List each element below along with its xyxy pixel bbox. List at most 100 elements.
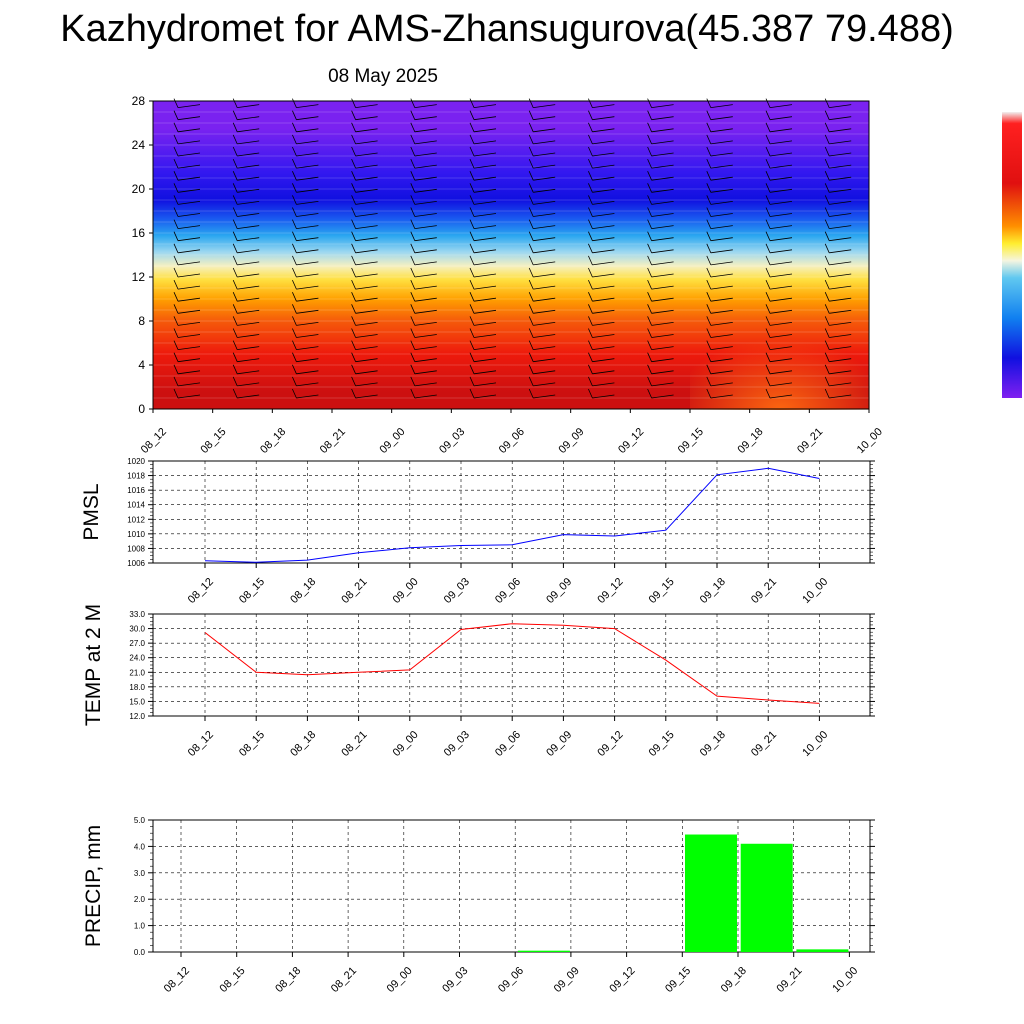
wind-barb bbox=[706, 328, 733, 338]
wind-barb bbox=[292, 292, 319, 302]
wind-barb bbox=[588, 134, 615, 145]
wind-barb bbox=[588, 122, 615, 133]
wind-barb bbox=[824, 207, 852, 217]
wind-barb bbox=[647, 207, 674, 217]
wind-barb bbox=[528, 255, 556, 266]
pmsl-panel-ytick-label: 1020 bbox=[127, 457, 145, 466]
wind-barb bbox=[469, 134, 497, 145]
wind-barb bbox=[292, 388, 319, 399]
wind-barb bbox=[647, 352, 674, 363]
wind-barb bbox=[824, 267, 852, 278]
precip-panel-bar bbox=[796, 949, 849, 952]
heatmap-ytick-label: 24 bbox=[132, 138, 146, 152]
wind-barb bbox=[706, 388, 733, 399]
wind-barb bbox=[706, 316, 733, 326]
wind-barb bbox=[528, 243, 556, 254]
wind-barb bbox=[232, 388, 260, 399]
wind-barb bbox=[410, 255, 437, 266]
wind-barb bbox=[469, 110, 497, 121]
heatmap-xtick-label: 09_09 bbox=[556, 426, 586, 456]
wind-barb bbox=[351, 243, 378, 254]
precip-panel-xtick-label: 09_15 bbox=[663, 965, 693, 995]
heatmap-xtick-label: 09_15 bbox=[676, 426, 706, 456]
wind-barb bbox=[528, 207, 556, 217]
wind-barb bbox=[351, 376, 378, 387]
wind-barb bbox=[824, 146, 852, 157]
wind-barb bbox=[824, 122, 852, 133]
wind-barb bbox=[410, 231, 437, 242]
pmsl-panel-xtick-label: 09_12 bbox=[595, 576, 625, 606]
wind-barb bbox=[588, 279, 615, 290]
wind-barb bbox=[824, 279, 852, 290]
temp-panel-xtick-label: 09_15 bbox=[647, 729, 677, 759]
wind-barb bbox=[469, 171, 497, 181]
wind-barb bbox=[588, 243, 615, 254]
wind-barb bbox=[173, 364, 201, 375]
wind-barb bbox=[173, 292, 201, 302]
wind-barb bbox=[410, 158, 437, 169]
wind-barb bbox=[410, 340, 437, 350]
wind-barb bbox=[528, 195, 556, 205]
wind-barb bbox=[706, 352, 733, 363]
wind-barb bbox=[647, 340, 674, 350]
wind-barb bbox=[765, 122, 793, 133]
wind-barb bbox=[351, 388, 378, 399]
wind-barb bbox=[647, 231, 674, 242]
wind-barb bbox=[765, 304, 793, 314]
wind-barb bbox=[706, 122, 733, 133]
wind-barb bbox=[351, 98, 378, 108]
precip-panel-xtick-label: 09_18 bbox=[719, 965, 749, 995]
temp-panel-xtick-label: 09_06 bbox=[493, 729, 523, 759]
wind-barb bbox=[173, 340, 201, 350]
wind-barb bbox=[292, 304, 319, 314]
wind-barb bbox=[410, 243, 437, 254]
wind-barb bbox=[351, 340, 378, 350]
wind-barb bbox=[173, 219, 201, 229]
pmsl-panel-ytick-label: 1010 bbox=[127, 530, 145, 539]
wind-barb bbox=[351, 158, 378, 169]
wind-barb bbox=[765, 146, 793, 157]
wind-barb bbox=[469, 352, 497, 363]
wind-barb bbox=[647, 255, 674, 266]
wind-barb bbox=[292, 255, 319, 266]
pmsl-panel-ytick-label: 1018 bbox=[127, 472, 145, 481]
heatmap-ytick-label: 12 bbox=[132, 270, 146, 284]
wind-barb bbox=[706, 98, 733, 108]
heatmap-xtick-label: 09_06 bbox=[497, 426, 527, 456]
heatmap-xtick-label: 09_18 bbox=[735, 426, 765, 456]
wind-barb bbox=[528, 316, 556, 326]
pmsl-panel-frame bbox=[152, 460, 871, 564]
wind-barb bbox=[528, 219, 556, 229]
wind-barb bbox=[232, 207, 260, 217]
temp-panel: 12.0 15.0 18.0 21.0 24.0 27.0 30.0 33.0 08_12 08_… bbox=[82, 604, 875, 759]
wind-barb bbox=[765, 352, 793, 363]
wind-barb bbox=[173, 316, 201, 326]
wind-barb bbox=[351, 255, 378, 266]
wind-barb bbox=[824, 98, 852, 108]
precip-panel-ytick-label: 3.0 bbox=[134, 869, 146, 878]
wind-barb bbox=[824, 243, 852, 254]
wind-barb bbox=[706, 243, 733, 254]
wind-barb bbox=[588, 352, 615, 363]
wind-barb bbox=[292, 98, 319, 108]
wind-barb bbox=[824, 304, 852, 314]
temp-panel-xtick-label: 09_21 bbox=[749, 729, 779, 759]
wind-barb bbox=[232, 364, 260, 375]
temp-panel-xtick-label: 08_15 bbox=[237, 729, 267, 759]
temp-panel-xtick-label: 08_18 bbox=[288, 729, 318, 759]
wind-barb bbox=[292, 376, 319, 387]
wind-barb bbox=[528, 376, 556, 387]
chart-date: 08 May 2025 bbox=[328, 66, 438, 87]
heatmap-xtick-label: 09_12 bbox=[616, 426, 646, 456]
wind-barb bbox=[292, 207, 319, 217]
wind-barb bbox=[410, 146, 437, 157]
heatmap-ytick-label: 16 bbox=[132, 226, 146, 240]
wind-barb bbox=[173, 352, 201, 363]
wind-barb bbox=[765, 231, 793, 242]
wind-barb bbox=[824, 231, 852, 242]
wind-barb bbox=[292, 340, 319, 350]
wind-barb bbox=[647, 146, 674, 157]
wind-barb bbox=[410, 207, 437, 217]
wind-barb bbox=[469, 292, 497, 302]
wind-barb bbox=[765, 328, 793, 338]
